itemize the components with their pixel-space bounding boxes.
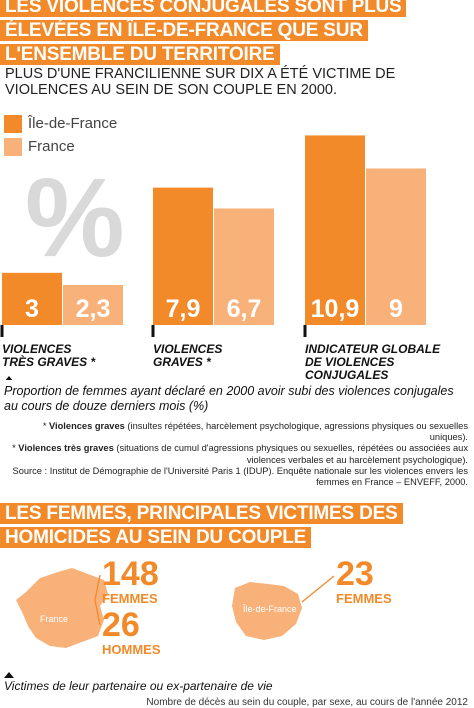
note-graves: * Violences graves (insultes répétées, h… [42,421,468,443]
france-men-count: 26 [102,606,140,644]
bar-idf-2 [305,135,365,325]
percent-glyph: % [25,155,125,280]
legend-swatch-france [4,138,22,156]
chart-caption: Proportion de femmes ayant déclaré en 20… [4,384,454,413]
section2-caption: Victimes de leur partenaire ou ex-parten… [4,679,273,693]
france-women-count: 148 [102,555,159,593]
category-label-severe: VIOLENCES GRAVES * [153,343,222,369]
bar-france-0 [63,285,123,325]
bar-value-label: 7,9 [166,295,201,323]
bar-france-2 [366,168,426,325]
idf-women-count: 23 [336,555,374,593]
section2-bottom-note: Nombre de décès au sein du couple, par s… [146,697,468,708]
bar-value-label: 10,9 [311,295,360,323]
source-note: Source : Institut de Démographie de l'Un… [8,465,469,488]
title-line-3: L'ENSEMBLE DU TERRITOIRE [0,44,280,65]
caption-arrow-icon [5,376,13,380]
maps: France Île-de-France [4,568,335,678]
france-women-connector [94,574,101,601]
bar-value-label: 6,7 [227,295,262,323]
source-label: Source : [12,465,48,476]
bar-value-label: 3 [25,295,39,323]
bar-idf-1 [153,187,213,325]
category-line: VIOLENCES [153,342,223,356]
idf-women-connector [301,575,335,603]
bar-value-label: 9 [389,295,403,323]
title-line-2: ÉLEVÉES EN ÎLE-DE-FRANCE QUE SUR [0,20,368,41]
bar-france-1 [214,208,274,325]
note-tres-graves: * Violences très graves (situations de c… [12,443,468,465]
legend-label-idf: Île-de-France [28,115,118,132]
title-line-1: LES VIOLENCES CONJUGALES SONT PLUS [0,0,407,17]
france-map-label: France [40,614,68,624]
category-label-very-severe: VIOLENCES TRÈS GRAVES * [2,343,95,369]
bottom-caption-arrow-icon [4,672,14,678]
france-women-label: FEMMES [102,591,158,606]
category-line: INDICATEUR GLOBALE [305,342,441,356]
idf-map-label: Île-de-France [242,604,297,614]
category-line: DE VIOLENCES CONJUGALES [305,355,395,382]
france-men-connector [94,599,101,626]
legend-swatch-idf [4,115,22,133]
bar-value-label: 2,3 [76,295,111,323]
note-tres-graves-text: (situations de cumul d'agressions physiq… [116,443,468,465]
category-line: GRAVES * [153,355,211,369]
note-graves-text: (insultes répétées, harcèlement psycholo… [127,421,468,443]
category-label-global: INDICATEUR GLOBALE DE VIOLENCES CONJUGAL… [305,343,474,382]
france-map-icon [16,568,108,648]
footnotes: * Violences graves (insultes répétées, h… [8,421,468,488]
note-tres-graves-term: Violences très graves [18,443,114,454]
idf-women-label: FEMMES [336,591,392,606]
bar-chart: % 3 2,3 7,9 6,7 10,9 9 [0,135,426,380]
section2-title-line-2: HOMICIDES AU SEIN DU COUPLE [0,527,312,548]
section2-title-line-1: LES FEMMES, PRINCIPALES VICTIMES DES [0,503,403,524]
source-text: Institut de Démographie de l'Université … [49,465,468,488]
idf-map-icon [232,582,302,640]
category-line: VIOLENCES [2,342,72,356]
category-line: TRÈS GRAVES * [2,355,96,369]
legend-label-france: France [28,138,75,155]
subtitle: Plus d'une francilienne sur dix a été vi… [5,66,396,98]
france-men-label: HOMMES [102,642,161,657]
bar-idf-0 [2,272,62,325]
note-graves-term: Violences graves [49,421,125,431]
